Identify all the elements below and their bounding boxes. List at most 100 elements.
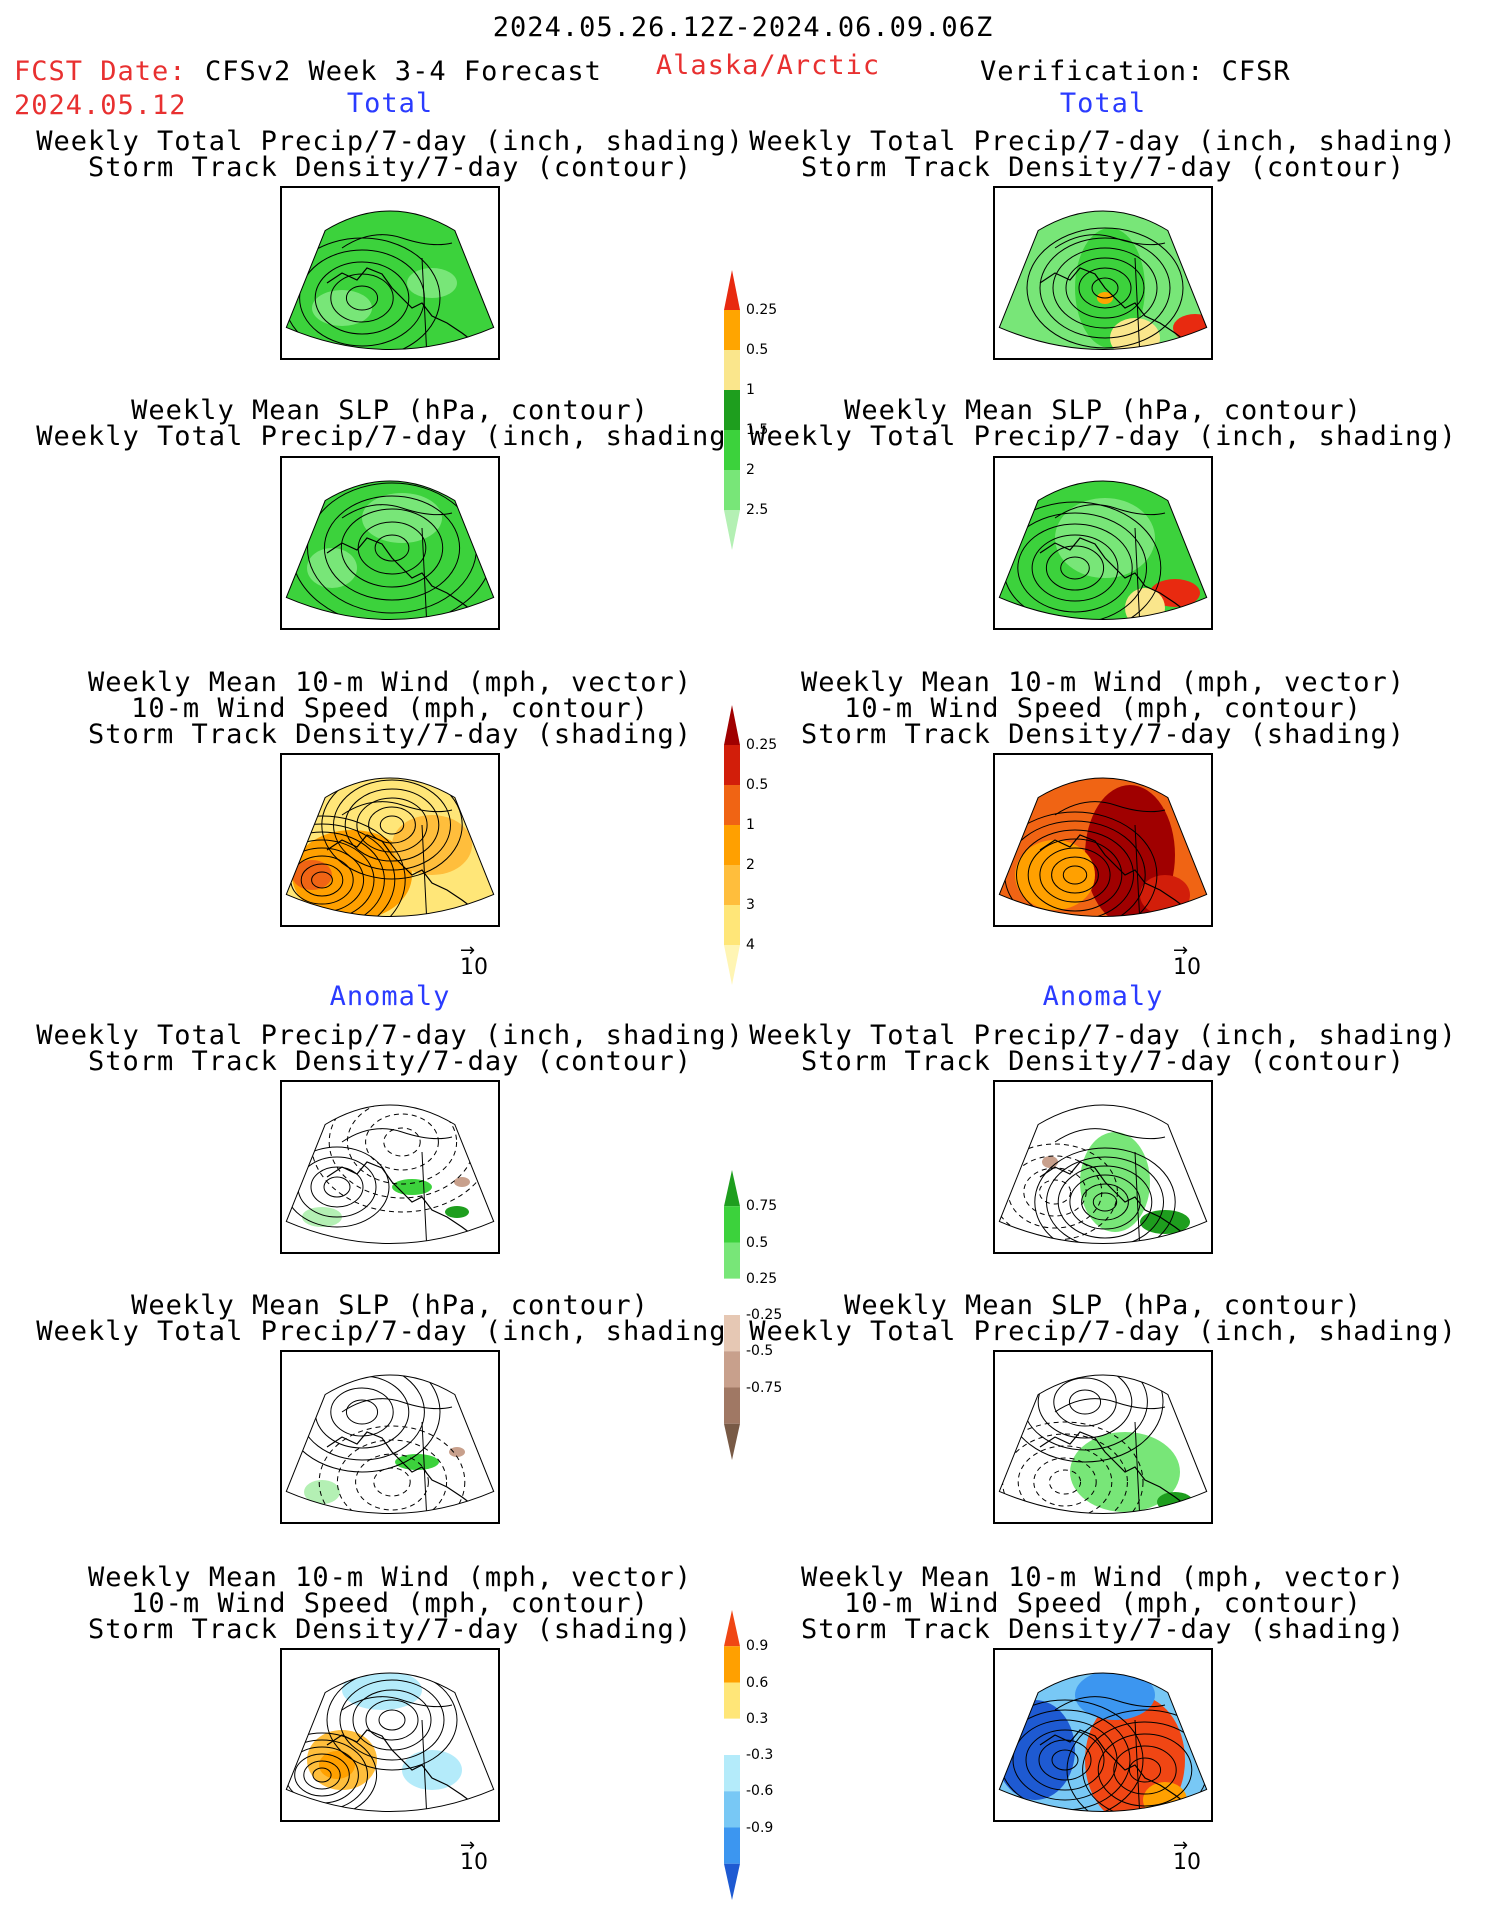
colorbar-tick-label: 0.5 xyxy=(746,342,769,358)
colorbar-segment xyxy=(724,1682,740,1719)
colorbar-tick-label: 0.5 xyxy=(746,777,769,793)
anomaly-label-left: Anomaly xyxy=(329,981,451,1012)
total-label-left: Total xyxy=(346,88,434,119)
colorbar-segment xyxy=(724,1827,740,1864)
panel-title-line: Weekly Mean 10-m Wind (mph, vector) xyxy=(88,1562,692,1593)
colorbar-segment xyxy=(724,1610,740,1647)
map-panel xyxy=(280,1350,500,1524)
map-panel xyxy=(993,186,1213,360)
colorbar-segment xyxy=(724,390,740,430)
panel-title-line: Weekly Mean 10-m Wind (mph, vector) xyxy=(801,1562,1405,1593)
map-panel xyxy=(993,1080,1213,1254)
colorbar-tick-label: 0.25 xyxy=(746,302,778,318)
panel-title-line: Storm Track Density/7-day (shading) xyxy=(801,719,1405,750)
panel-title-line: Weekly Total Precip/7-day (inch, shading… xyxy=(749,1316,1457,1347)
colorbar-tick-label: 2 xyxy=(746,857,755,873)
colorbar-segment xyxy=(724,1791,740,1828)
panel-title-line: 10-m Wind Speed (mph, contour) xyxy=(131,693,649,724)
colorbar-tick-label: 1.5 xyxy=(746,422,769,438)
panel-title-line: Storm Track Density/7-day (contour) xyxy=(801,1046,1405,1077)
vector-scale-label: 10 xyxy=(460,1850,488,1875)
colorbar-segment xyxy=(724,430,740,470)
panel-title-line: Storm Track Density/7-day (shading) xyxy=(88,719,692,750)
map-panel xyxy=(280,186,500,360)
colorbar-segment xyxy=(724,705,740,745)
colorbar-tick-label: 2 xyxy=(746,462,755,478)
vector-scale: → 10 xyxy=(1173,940,1201,980)
colorbar-tick-label: 0.3 xyxy=(746,1710,769,1727)
colorbar-segment xyxy=(724,905,740,945)
panel-title-line: Storm Track Density/7-day (shading) xyxy=(801,1614,1405,1645)
colorbar-segment xyxy=(724,825,740,865)
colorbar-tick-label: -0.6 xyxy=(746,1783,774,1800)
colorbar-segment xyxy=(724,865,740,905)
panel-title-line: 10-m Wind Speed (mph, contour) xyxy=(844,1588,1362,1619)
panel-title-line: Weekly Total Precip/7-day (inch, shading… xyxy=(36,126,744,157)
colorbar-segment xyxy=(724,310,740,350)
colorbar-tick-label: 1 xyxy=(746,817,755,833)
panel-title-line: Weekly Total Precip/7-day (inch, shading… xyxy=(749,421,1457,452)
total-label-right: Total xyxy=(1059,88,1147,119)
map-panel xyxy=(993,753,1213,927)
panel-title-line: Weekly Mean 10-m Wind (mph, vector) xyxy=(88,667,692,698)
vector-arrow-icon: → xyxy=(1173,1835,1189,1856)
colorbar-tick-label: 2.5 xyxy=(746,502,769,518)
colorbar-tick-label: -0.25 xyxy=(746,1307,783,1323)
verification-title: Verification: CFSR xyxy=(980,56,1291,87)
colorbar-segment xyxy=(724,1755,740,1792)
period-title: 2024.05.26.12Z-2024.06.09.06Z xyxy=(492,12,994,43)
colorbar-segment xyxy=(724,1646,740,1683)
panel-title-line: Weekly Total Precip/7-day (inch, shading… xyxy=(36,1020,744,1051)
vector-arrow-icon: → xyxy=(460,1835,476,1856)
colorbar-tick-label: -0.5 xyxy=(746,1343,774,1360)
colorbar-segment xyxy=(724,1206,740,1243)
colorbar-tick-label: -0.75 xyxy=(746,1379,783,1396)
colorbar-tick-label: -0.3 xyxy=(746,1747,774,1763)
colorbar: 0.25 0.5 1 1.5 2 2.5 xyxy=(722,270,802,560)
panel-title-line: Weekly Total Precip/7-day (inch, shading… xyxy=(36,421,744,452)
colorbar-segment xyxy=(724,1242,740,1279)
map-panel xyxy=(280,1080,500,1254)
colorbar: 0.75 0.5 0.25 -0.25 -0.5 -0.75 xyxy=(722,1170,802,1470)
panel-title-line: Storm Track Density/7-day (shading) xyxy=(88,1614,692,1645)
colorbar-segment xyxy=(724,1315,740,1352)
colorbar-tick-label: 0.6 xyxy=(746,1674,769,1691)
panel-title-line: Weekly Mean SLP (hPa, contour) xyxy=(844,395,1362,426)
colorbar-segment xyxy=(724,470,740,510)
colorbar-tick-label: -0.9 xyxy=(746,1819,774,1836)
map-panel xyxy=(280,1648,500,1822)
vector-scale: → 10 xyxy=(1173,1835,1201,1875)
panel-title-line: Weekly Mean SLP (hPa, contour) xyxy=(131,395,649,426)
colorbar-segment xyxy=(724,1351,740,1388)
region-title: Alaska/Arctic xyxy=(655,50,881,81)
colorbar: 0.25 0.5 1 2 3 4 xyxy=(722,705,802,995)
colorbar-tick-label: 0.25 xyxy=(746,737,778,753)
vector-arrow-icon: → xyxy=(460,940,476,961)
colorbar-tick-label: 0.75 xyxy=(746,1198,778,1215)
colorbar-tick-label: 4 xyxy=(746,937,755,953)
colorbar-tick-label: 0.9 xyxy=(746,1638,769,1655)
map-panel xyxy=(993,456,1213,630)
panel-title-line: Storm Track Density/7-day (contour) xyxy=(88,1046,692,1077)
panel-title-line: Weekly Mean SLP (hPa, contour) xyxy=(131,1290,649,1321)
colorbar: 0.9 0.6 0.3 -0.3 -0.6 -0.9 xyxy=(722,1610,802,1910)
vector-arrow-icon: → xyxy=(1173,940,1189,961)
colorbar-segment xyxy=(724,1863,740,1900)
panel-title-line: Storm Track Density/7-day (contour) xyxy=(801,152,1405,183)
vector-scale-label: 10 xyxy=(1173,1850,1201,1875)
colorbar-tick-label: 0.25 xyxy=(746,1270,778,1287)
fcst-label: FCST Date: xyxy=(14,56,187,87)
colorbar-segment xyxy=(724,350,740,390)
colorbar-segment xyxy=(724,945,740,985)
colorbar-segment xyxy=(724,270,740,310)
panel-title-line: 10-m Wind Speed (mph, contour) xyxy=(131,1588,649,1619)
vector-scale-label: 10 xyxy=(460,955,488,980)
colorbar-segment xyxy=(724,1387,740,1424)
vector-scale-label: 10 xyxy=(1173,955,1201,980)
colorbar-segment xyxy=(724,1718,740,1755)
colorbar-segment xyxy=(724,745,740,785)
panel-title-line: Storm Track Density/7-day (contour) xyxy=(88,152,692,183)
colorbar-segment xyxy=(724,1423,740,1460)
map-panel xyxy=(280,456,500,630)
panel-title-line: 10-m Wind Speed (mph, contour) xyxy=(844,693,1362,724)
